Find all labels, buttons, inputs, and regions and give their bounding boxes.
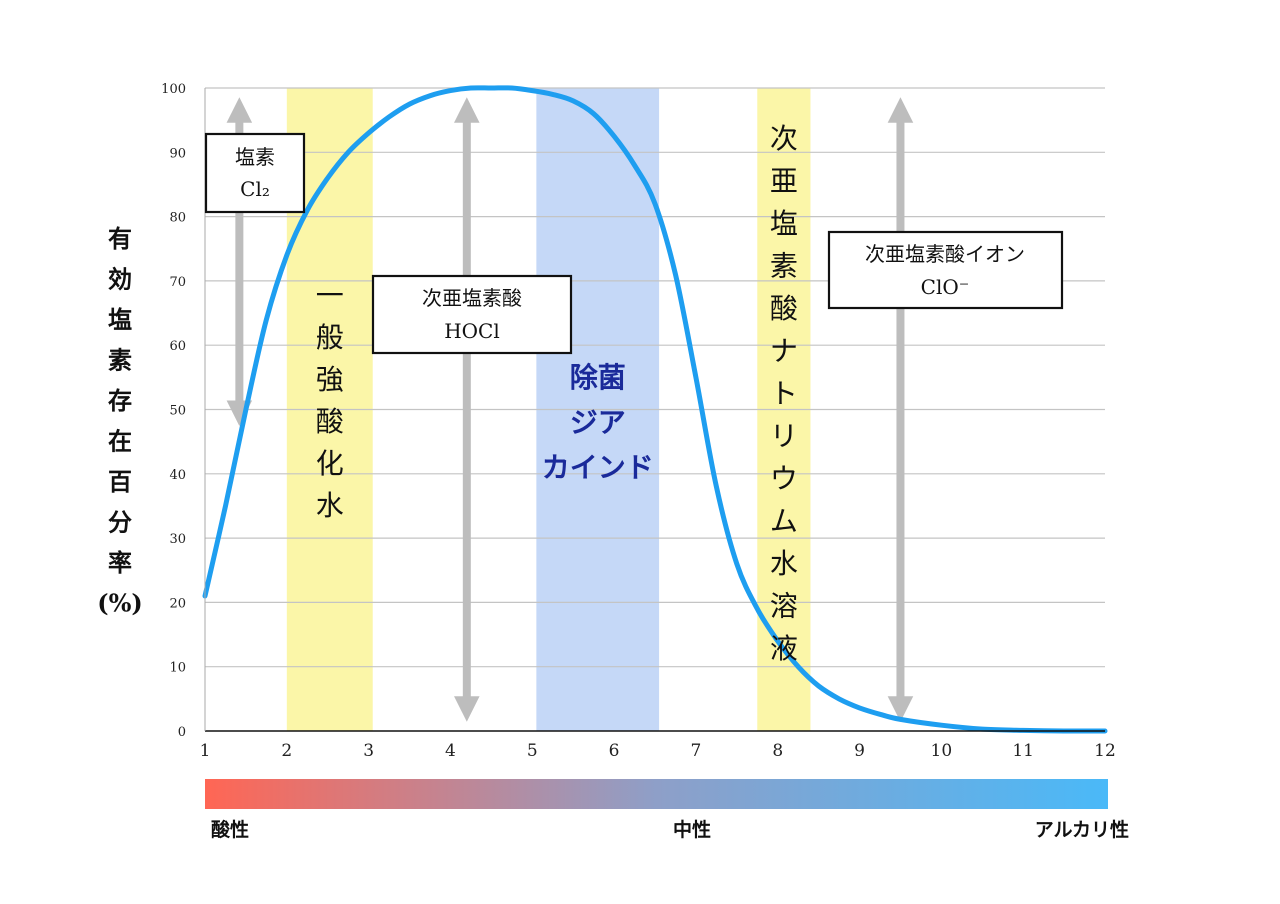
annotation-hypochlorous-acid-line1: 次亜塩素酸 [422, 286, 522, 310]
annotation-hypochlorite-ion-line1: 次亜塩素酸イオン [865, 242, 1025, 266]
y-axis-label-char: 有 [108, 224, 132, 253]
band-label-char: 化 [316, 447, 344, 480]
y-axis-label-char: 率 [108, 548, 132, 577]
y-tick-label: 90 [169, 146, 186, 161]
band-label-char: ム [770, 505, 798, 538]
band-label-char: 般 [316, 321, 344, 354]
y-axis-label-char: 塩 [108, 305, 132, 334]
x-tick-label: 4 [445, 741, 456, 761]
annotation-chlorine-line2: Cl₂ [240, 177, 270, 201]
annotation-chlorine: 塩素 Cl₂ [204, 132, 306, 214]
annotation-hypochlorite-ion-line2: ClO⁻ [921, 275, 970, 299]
band-label-line: カインド [542, 451, 654, 484]
y-tick-label: 0 [178, 725, 186, 740]
y-axis-label-char: 分 [108, 508, 132, 537]
x-tick-labels: 1 2 3 4 5 6 7 8 9 10 11 12 [200, 741, 1116, 761]
scale-label-alkaline: アルカリ性 [1035, 818, 1129, 841]
y-tick-label: 80 [169, 211, 186, 226]
band-label-char: 水 [770, 547, 798, 580]
annotation-hypochlorous-acid-line2: HOCl [444, 319, 500, 343]
y-tick-label: 20 [169, 596, 186, 611]
y-tick-label: 100 [161, 82, 186, 97]
x-tick-label: 2 [281, 741, 292, 761]
x-tick-label: 10 [931, 741, 953, 761]
band-label-char: 溶 [770, 590, 798, 623]
x-tick-label: 11 [1012, 741, 1034, 761]
series-line-0 [202, 85, 1108, 734]
band-label-char: ナ [770, 335, 798, 368]
band-label-char: 塩 [770, 207, 798, 240]
band-label-char: 液 [770, 632, 798, 665]
x-tick-label: 8 [772, 741, 783, 761]
y-tick-label: 30 [169, 532, 186, 547]
band-label-char: ト [770, 377, 798, 410]
scale-label-acidic: 酸性 [211, 818, 249, 841]
band-label-line: 除菌 [570, 361, 626, 394]
band-label-line: ジア [570, 406, 626, 439]
x-tick-label: 9 [854, 741, 865, 761]
scale-label-neutral: 中性 [673, 818, 711, 841]
y-tick-label: 10 [169, 661, 186, 676]
y-tick-label: 50 [169, 404, 186, 419]
y-axis-label-char: (%) [97, 589, 143, 618]
x-tick-label: 1 [200, 741, 211, 761]
band-label-char: 強 [316, 363, 344, 396]
band-label-char: 素 [770, 250, 798, 283]
band-label-char: リ [770, 420, 798, 453]
gridlines [205, 87, 1105, 668]
band-label-char: 酸 [316, 405, 344, 438]
band-label-char: 一 [316, 279, 344, 312]
y-tick-label: 40 [169, 468, 186, 483]
y-tick-label: 70 [169, 275, 186, 290]
x-tick-label: 7 [690, 741, 701, 761]
y-tick-label: 60 [169, 339, 186, 354]
band-label-char: 次 [770, 122, 798, 155]
y-axis-label-char: 存 [108, 386, 132, 415]
annotation-chlorine-line1: 塩素 [235, 145, 275, 169]
y-axis-label-char: 百 [108, 467, 132, 496]
band-label-char: ウ [770, 462, 798, 495]
band-label-char: 亜 [770, 165, 798, 198]
y-axis-label-char: 効 [108, 265, 132, 294]
x-tick-label: 5 [527, 741, 538, 761]
series-layer [202, 85, 1108, 734]
band-label-char: 水 [316, 489, 344, 522]
annotation-hypochlorous-acid: 次亜塩素酸 HOCl [371, 274, 573, 355]
annotation-hypochlorite-ion: 次亜塩素酸イオン ClO⁻ [827, 230, 1064, 310]
band-label-char: 酸 [770, 292, 798, 325]
x-tick-label: 12 [1094, 741, 1116, 761]
y-axis-label-char: 素 [108, 346, 132, 375]
x-tick-label: 6 [609, 741, 620, 761]
y-axis-label-char: 在 [108, 427, 132, 456]
x-tick-label: 3 [363, 741, 374, 761]
ph-gradient-bar [205, 779, 1108, 809]
y-tick-labels: 0 10 20 30 40 50 60 70 80 90 100 [161, 82, 186, 740]
